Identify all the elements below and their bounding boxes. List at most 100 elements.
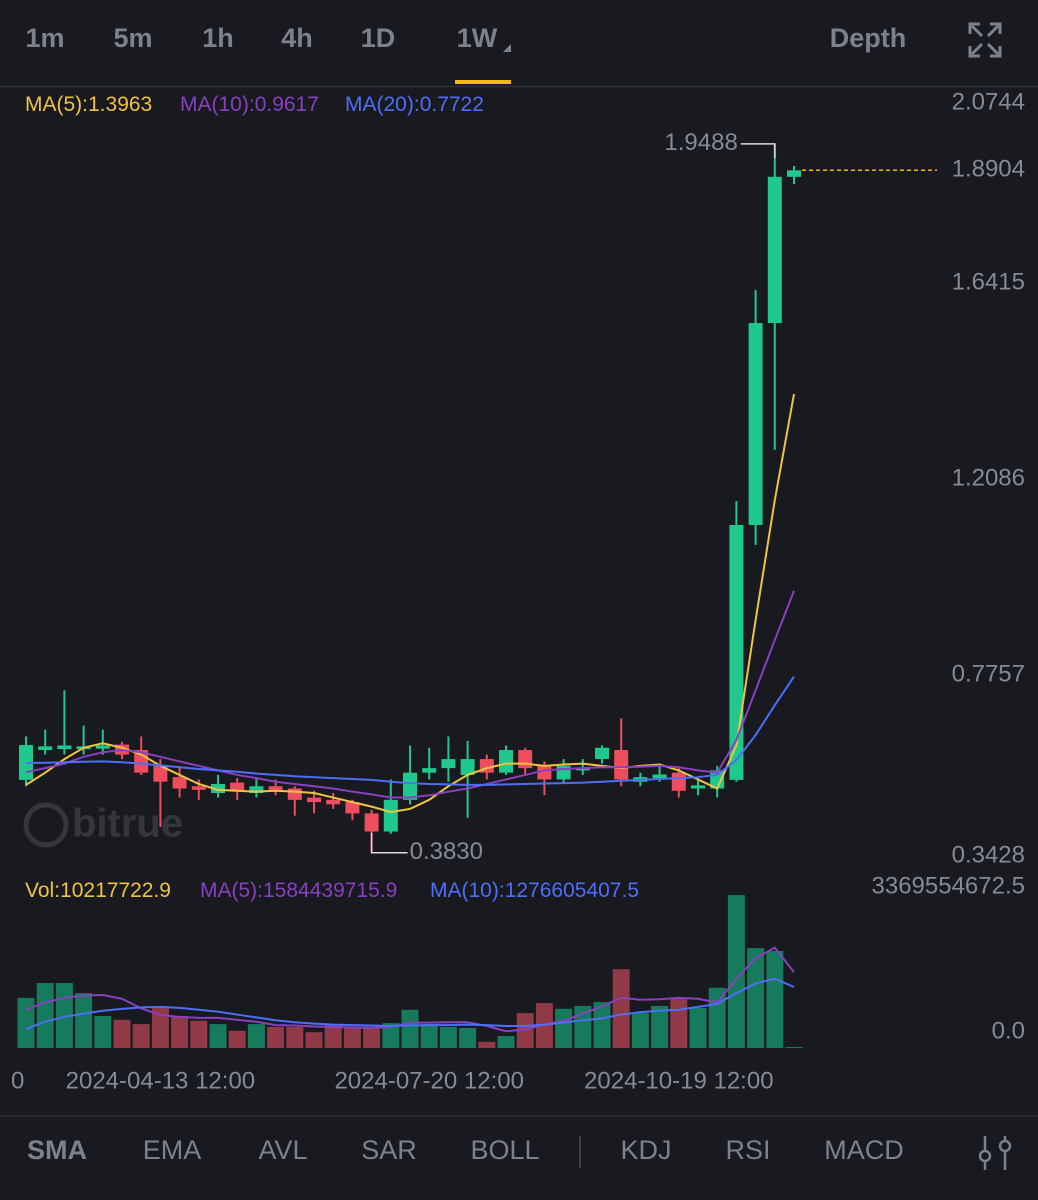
volume-bar xyxy=(94,1015,112,1048)
volume-bar xyxy=(708,987,726,1048)
volume-axis-label: 3369554672.5 xyxy=(872,872,1026,899)
candle-body xyxy=(403,772,417,800)
ma-legend-value: 1.3963 xyxy=(88,93,152,116)
candle-body xyxy=(268,786,283,790)
volume-axis-label: 0.0 xyxy=(992,1017,1025,1044)
candle-body xyxy=(230,782,245,792)
volume-bar xyxy=(593,1002,611,1048)
volume-bar xyxy=(574,1005,592,1048)
volume-bar xyxy=(420,1024,438,1048)
depth-button[interactable]: Depth xyxy=(830,23,907,53)
volume-bar xyxy=(459,1027,477,1048)
candle-body xyxy=(575,768,590,771)
volume-bar xyxy=(727,895,745,1048)
volume-bar xyxy=(785,1047,803,1048)
candle-body xyxy=(326,799,341,805)
volume-bar xyxy=(516,1013,534,1048)
volume-bar xyxy=(651,1005,669,1048)
volume-legend: Vol:10217722.9 xyxy=(25,879,171,902)
interval-button[interactable]: 4h xyxy=(281,23,313,53)
price-axis-label: 1.6415 xyxy=(952,268,1025,295)
volume-bar xyxy=(363,1027,381,1048)
candle-body xyxy=(95,745,110,749)
candle-body xyxy=(518,750,533,769)
indicator-tab[interactable]: SAR xyxy=(361,1135,417,1165)
ma-legend-name: MA(20): xyxy=(345,93,420,116)
interval-button[interactable]: 1D xyxy=(361,23,396,53)
candle-body xyxy=(652,774,667,779)
indicator-tab[interactable]: BOLL xyxy=(470,1135,539,1165)
low-marker-label: 0.3830 xyxy=(410,838,483,865)
volume-bar xyxy=(766,951,784,1048)
x-axis-edge-label: 0 xyxy=(11,1067,24,1094)
volume-bar xyxy=(670,997,688,1048)
high-marker-label: 1.9488 xyxy=(664,129,737,156)
x-axis-label: 2024-07-20 12:00 xyxy=(334,1067,524,1094)
settings-icon[interactable] xyxy=(978,1136,1012,1170)
candle-body xyxy=(460,759,475,775)
volume-bar xyxy=(286,1026,304,1048)
ma-line xyxy=(25,590,795,799)
indicator-tab[interactable]: KDJ xyxy=(620,1135,671,1165)
ma-legend-name: MA(10): xyxy=(180,93,255,116)
candle-body xyxy=(787,170,801,177)
volume-bar xyxy=(612,969,630,1048)
volume-bar xyxy=(171,1015,189,1048)
interval-button[interactable]: 1h xyxy=(202,23,234,53)
candle-body xyxy=(57,745,72,750)
x-axis-label: 2024-04-13 12:00 xyxy=(66,1067,256,1094)
candle-body xyxy=(614,750,629,780)
volume-ma-legend: MA(5):1584439715.9 xyxy=(200,879,397,902)
candle-body xyxy=(595,747,609,760)
candle-body xyxy=(249,786,264,794)
volume-legend-value: 10217722.9 xyxy=(60,879,171,902)
ma-line xyxy=(25,676,795,786)
interval-button[interactable]: 1W xyxy=(457,23,498,53)
candle-body xyxy=(38,746,53,751)
volume-ma-legend-value: 1584439715.9 xyxy=(263,879,397,902)
candle-body xyxy=(383,799,398,832)
watermark-text: bitrue xyxy=(72,802,183,846)
price-axis-label: 2.0744 xyxy=(952,88,1025,115)
interval-button[interactable]: 5m xyxy=(113,23,152,53)
volume-bar xyxy=(132,1024,150,1048)
ma-legend: MA(10):0.9617 xyxy=(180,93,319,116)
candle-body xyxy=(499,750,513,773)
price-axis-label: 0.3428 xyxy=(952,841,1025,868)
indicator-tab[interactable]: RSI xyxy=(725,1135,770,1165)
candle-body xyxy=(307,797,321,803)
ma-legend: MA(5):1.3963 xyxy=(25,93,152,116)
fullscreen-icon[interactable] xyxy=(968,22,1002,58)
volume-bar xyxy=(305,1032,323,1048)
candle-body xyxy=(767,176,782,324)
volume-bar xyxy=(689,1007,707,1048)
candle-body xyxy=(172,777,187,789)
volume-bar xyxy=(228,1030,246,1048)
ma-legend: MA(20):0.7722 xyxy=(345,93,484,116)
candle-body xyxy=(191,786,206,790)
indicator-tab[interactable]: AVL xyxy=(258,1135,307,1165)
price-axis-label: 0.7757 xyxy=(952,660,1025,687)
volume-ma-line xyxy=(25,946,795,1033)
candle-body xyxy=(211,783,225,794)
indicator-tab[interactable]: EMA xyxy=(143,1135,202,1165)
volume-bar xyxy=(17,997,35,1048)
candle-body xyxy=(364,813,379,832)
indicator-tab[interactable]: SMA xyxy=(27,1135,87,1165)
volume-ma-line xyxy=(25,977,795,1030)
volume-ma-legend-value: 1276605407.5 xyxy=(505,879,639,902)
volume-bar xyxy=(324,1024,342,1048)
candle-body xyxy=(287,788,302,800)
interval-button[interactable]: 1m xyxy=(25,23,64,53)
volume-bar xyxy=(247,1024,265,1048)
current-price-label: 1.8904 xyxy=(952,156,1025,183)
indicator-tab[interactable]: MACD xyxy=(824,1135,904,1165)
volume-bar xyxy=(401,1009,419,1048)
active-underline xyxy=(455,80,511,84)
volume-bar xyxy=(190,1020,208,1048)
volume-legend-name: Vol: xyxy=(25,879,60,902)
volume-ma-legend-name: MA(10): xyxy=(430,879,505,902)
volume-bar xyxy=(631,1013,649,1048)
volume-bar xyxy=(497,1036,515,1048)
